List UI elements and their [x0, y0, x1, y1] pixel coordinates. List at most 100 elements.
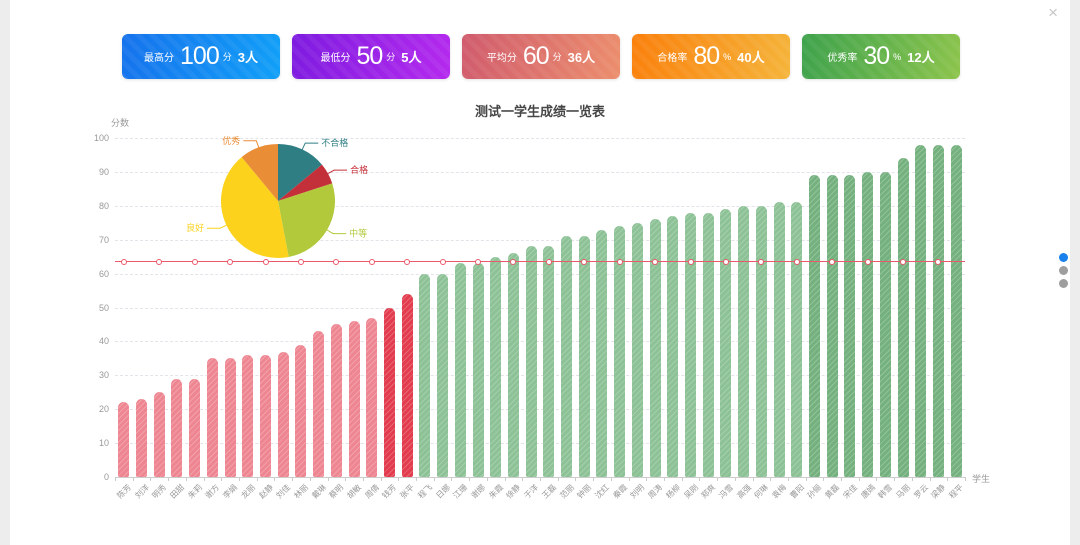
average-line-marker	[758, 258, 765, 265]
score-bar[interactable]	[419, 273, 431, 477]
score-bar[interactable]	[224, 358, 236, 477]
gridline	[115, 375, 965, 377]
x-axis-label: 田甜	[168, 482, 187, 501]
score-bar[interactable]	[472, 263, 484, 477]
x-axis-tick	[663, 477, 665, 481]
x-axis-tick	[416, 477, 418, 481]
score-bar[interactable]	[348, 321, 360, 477]
score-bar[interactable]	[437, 273, 449, 477]
x-axis-label: 钟丽	[575, 482, 594, 501]
score-bar[interactable]	[454, 263, 466, 477]
pie-slice[interactable]	[278, 183, 335, 257]
stat-card: 优秀率 30% 12人	[802, 34, 960, 79]
score-bar[interactable]	[755, 205, 767, 477]
x-axis-tick	[380, 477, 382, 481]
average-line-marker	[191, 258, 198, 265]
x-axis-tick	[575, 477, 577, 481]
y-axis-tick-label: 30	[98, 370, 109, 381]
stat-card: 最高分 100 分 3人	[122, 34, 280, 79]
score-bar[interactable]	[578, 236, 590, 477]
score-bar[interactable]	[561, 236, 573, 477]
x-axis-tick	[150, 477, 152, 481]
carousel-dot[interactable]	[1059, 253, 1068, 262]
score-bar[interactable]	[702, 212, 714, 477]
score-bar[interactable]	[649, 219, 661, 477]
score-bar[interactable]	[260, 354, 272, 477]
score-bar[interactable]	[118, 402, 130, 477]
score-bar[interactable]	[295, 344, 307, 477]
score-bar[interactable]	[667, 215, 679, 477]
score-bar[interactable]	[932, 144, 944, 477]
x-axis-label: 杨柳	[664, 482, 682, 501]
score-bar[interactable]	[773, 202, 785, 477]
score-bar[interactable]	[862, 171, 874, 477]
stat-card-unit: 分	[386, 52, 396, 62]
score-bar[interactable]	[596, 229, 608, 477]
score-bar[interactable]	[879, 171, 891, 477]
carousel-dots	[1059, 253, 1068, 288]
x-axis-label: 黄磊	[823, 482, 842, 501]
score-bar[interactable]	[313, 331, 325, 477]
score-bar[interactable]	[915, 144, 927, 477]
score-bar[interactable]	[738, 205, 750, 477]
score-bar[interactable]	[826, 175, 838, 477]
score-bar[interactable]	[525, 246, 537, 477]
score-bar[interactable]	[808, 175, 820, 477]
close-icon[interactable]: ×	[1048, 3, 1058, 22]
score-bar[interactable]	[383, 307, 395, 477]
average-line-marker	[935, 258, 942, 265]
score-bar[interactable]	[401, 293, 413, 477]
score-bar[interactable]	[791, 202, 803, 477]
x-axis-tick	[628, 477, 630, 481]
score-bar[interactable]	[490, 256, 502, 477]
average-line-marker	[156, 258, 163, 265]
stat-cards-row: 最高分 100 分 3人 最低分 50 分 5人 平均分 60 分 36人 合格率 80% 40人 优秀率 30…	[122, 34, 960, 79]
score-bar[interactable]	[330, 324, 342, 477]
score-bar[interactable]	[685, 212, 697, 477]
x-axis-tick	[681, 477, 683, 481]
score-bar[interactable]	[844, 175, 856, 477]
pie-label: 优秀	[222, 135, 240, 146]
x-axis-tick	[469, 477, 471, 481]
pie-slice[interactable]	[221, 157, 289, 258]
x-axis-label: 周涛	[646, 482, 665, 501]
pie-slice[interactable]	[241, 144, 278, 201]
y-axis-tick-label: 10	[98, 438, 109, 449]
score-bar[interactable]	[507, 253, 519, 477]
average-line-marker	[297, 258, 304, 265]
x-axis-label: 周倩	[363, 482, 381, 501]
carousel-dot[interactable]	[1059, 279, 1068, 288]
score-bar[interactable]	[189, 378, 201, 477]
score-bar[interactable]	[897, 158, 909, 477]
x-axis-tick	[451, 477, 453, 481]
x-axis-tick	[274, 477, 276, 481]
stat-card-label: 最高分	[144, 53, 175, 64]
score-bar[interactable]	[171, 378, 183, 477]
pie-slice[interactable]	[278, 164, 333, 201]
score-bar[interactable]	[242, 354, 254, 477]
carousel-dot[interactable]	[1059, 266, 1068, 275]
score-bar[interactable]	[950, 144, 962, 477]
score-bar[interactable]	[720, 209, 732, 477]
x-axis-label: 蔡明	[327, 482, 346, 501]
score-bar[interactable]	[136, 399, 148, 477]
score-bar[interactable]	[153, 392, 165, 477]
score-bar[interactable]	[366, 317, 378, 477]
score-bar[interactable]	[206, 358, 218, 477]
score-bar[interactable]	[277, 351, 289, 477]
score-bar[interactable]	[631, 222, 643, 477]
x-axis-tick	[965, 477, 966, 481]
score-bar[interactable]	[543, 246, 555, 477]
score-bar[interactable]	[614, 226, 626, 477]
x-axis-label: 朱霞	[487, 482, 505, 501]
pie-label: 良好	[186, 222, 204, 233]
stat-card-value: 80	[693, 42, 720, 70]
x-axis-tick	[805, 477, 807, 481]
pie-label-line	[326, 169, 348, 175]
pie-label-line	[243, 140, 260, 149]
gridline	[115, 138, 965, 139]
x-axis-label: 冯雪	[717, 482, 736, 501]
x-axis-label: 钱芳	[380, 482, 399, 501]
pie-slice[interactable]	[278, 144, 322, 201]
